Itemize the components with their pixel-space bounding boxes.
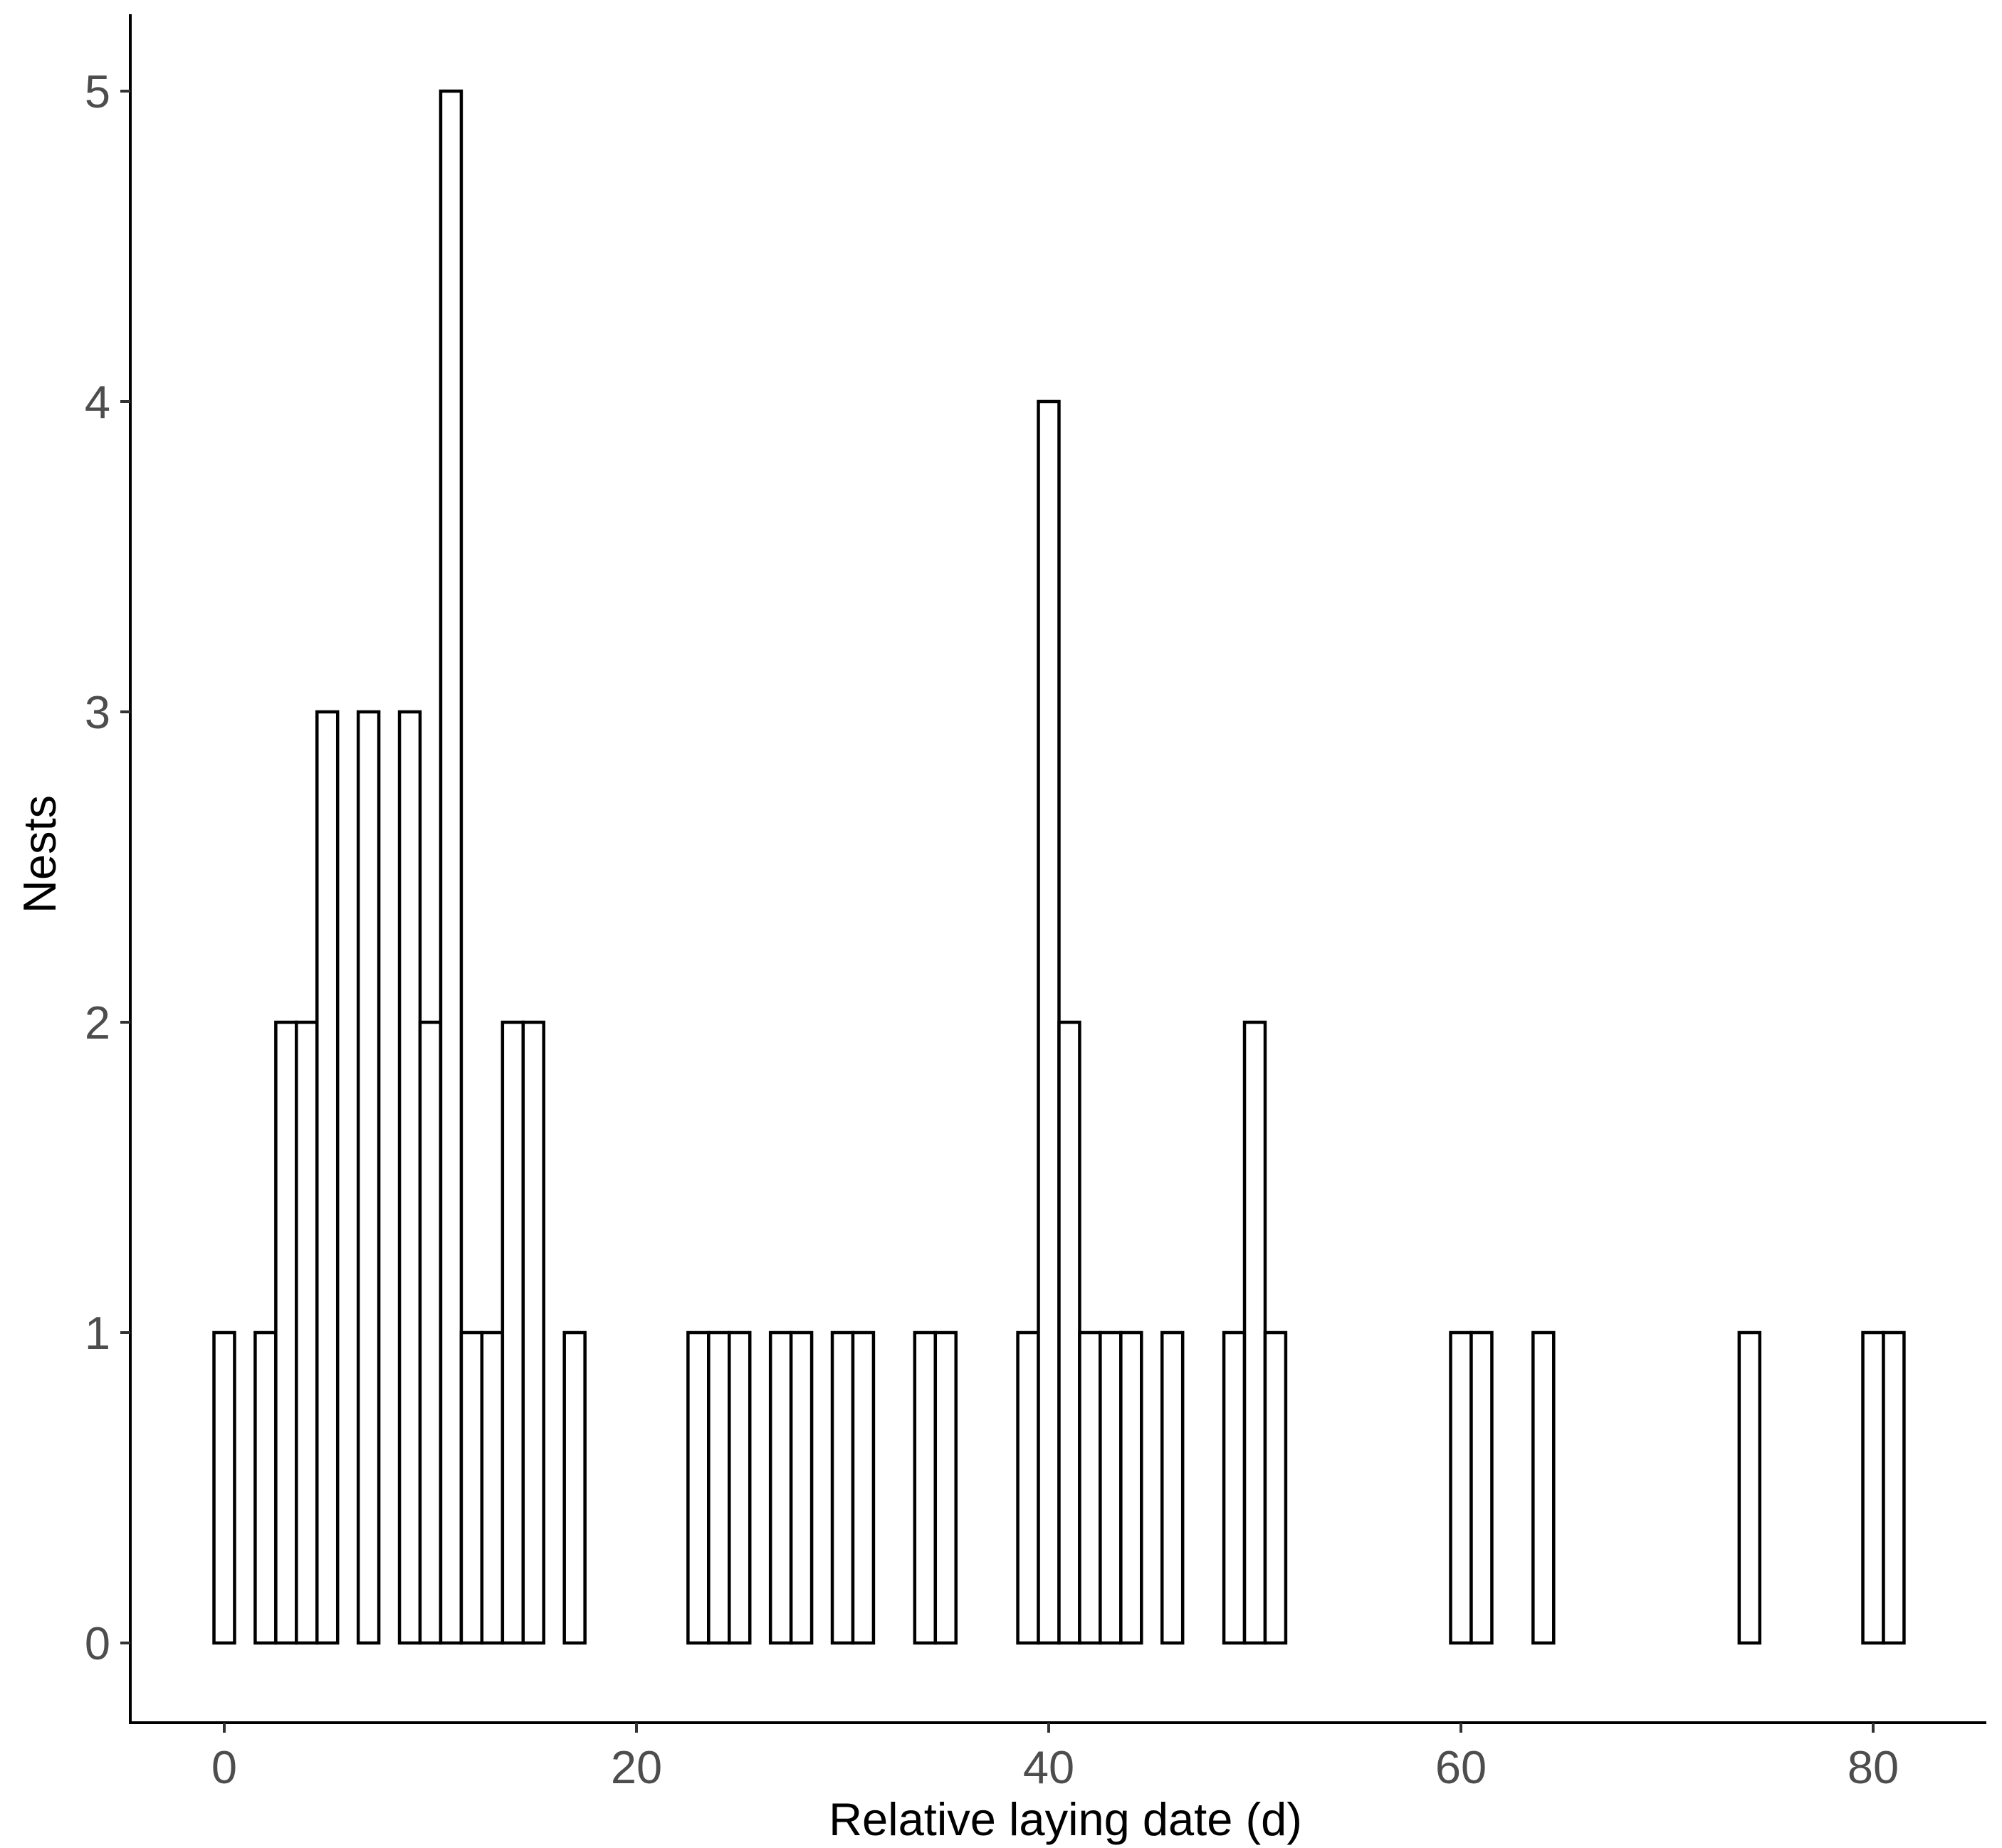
histogram-bar bbox=[851, 1330, 876, 1645]
histogram-bar bbox=[1160, 1330, 1185, 1645]
histogram-bar bbox=[501, 1020, 525, 1645]
y-tick-label: 3 bbox=[85, 686, 110, 738]
histogram-bar bbox=[562, 1330, 587, 1645]
histogram-bar bbox=[480, 1330, 505, 1645]
x-tick-label: 40 bbox=[1023, 1741, 1074, 1793]
histogram-bar bbox=[789, 1330, 814, 1645]
histogram-bar bbox=[295, 1020, 319, 1645]
histogram-bar bbox=[913, 1330, 938, 1645]
histogram-bar bbox=[459, 1330, 484, 1645]
y-tick-label: 1 bbox=[85, 1307, 110, 1359]
histogram-bar bbox=[933, 1330, 958, 1645]
x-axis-ticks: 0 20 40 60 80 bbox=[211, 1723, 1899, 1793]
bars-group bbox=[212, 89, 1906, 1645]
histogram-bar bbox=[686, 1330, 711, 1645]
histogram-bar bbox=[1882, 1330, 1906, 1645]
y-axis-title: Nests bbox=[14, 795, 65, 913]
histogram-bar bbox=[418, 1020, 443, 1645]
histogram-bar bbox=[1037, 399, 1061, 1645]
histogram-bar bbox=[397, 710, 422, 1645]
histogram-bar bbox=[1242, 1020, 1267, 1645]
x-tick-label: 0 bbox=[211, 1741, 237, 1793]
histogram-bar bbox=[1531, 1330, 1556, 1645]
histogram-bar bbox=[1016, 1330, 1040, 1645]
x-tick-label: 60 bbox=[1435, 1741, 1487, 1793]
histogram-bar bbox=[728, 1330, 752, 1645]
histogram-bar bbox=[356, 710, 381, 1645]
histogram-bar bbox=[439, 89, 463, 1645]
y-tick-label: 5 bbox=[85, 65, 110, 117]
histogram-bar bbox=[1449, 1330, 1473, 1645]
histogram-bar bbox=[274, 1020, 298, 1645]
x-tick-label: 20 bbox=[611, 1741, 662, 1793]
histogram-bar bbox=[1099, 1330, 1123, 1645]
histogram-bar bbox=[768, 1330, 793, 1645]
y-tick-label: 4 bbox=[85, 376, 110, 428]
histogram-bar bbox=[707, 1330, 731, 1645]
y-tick-label: 2 bbox=[85, 997, 110, 1049]
histogram-bar bbox=[315, 710, 340, 1645]
histogram-bar bbox=[1861, 1330, 1885, 1645]
histogram-bar bbox=[212, 1330, 236, 1645]
histogram-bar bbox=[1119, 1330, 1143, 1645]
x-tick-label: 80 bbox=[1848, 1741, 1899, 1793]
x-axis-title: Relative laying date (d) bbox=[829, 1793, 1302, 1845]
y-tick-label: 0 bbox=[85, 1617, 110, 1669]
histogram-bar bbox=[253, 1330, 278, 1645]
histogram-bar bbox=[1222, 1330, 1247, 1645]
histogram-bar bbox=[1469, 1330, 1494, 1645]
histogram-bar bbox=[1078, 1330, 1102, 1645]
histogram-bar bbox=[1737, 1330, 1762, 1645]
histogram-bar bbox=[521, 1020, 545, 1645]
histogram-bar bbox=[830, 1330, 855, 1645]
histogram-bar bbox=[1263, 1330, 1288, 1645]
y-axis-ticks: 0 1 2 3 4 5 bbox=[85, 65, 130, 1669]
histogram-bar bbox=[1057, 1020, 1081, 1645]
